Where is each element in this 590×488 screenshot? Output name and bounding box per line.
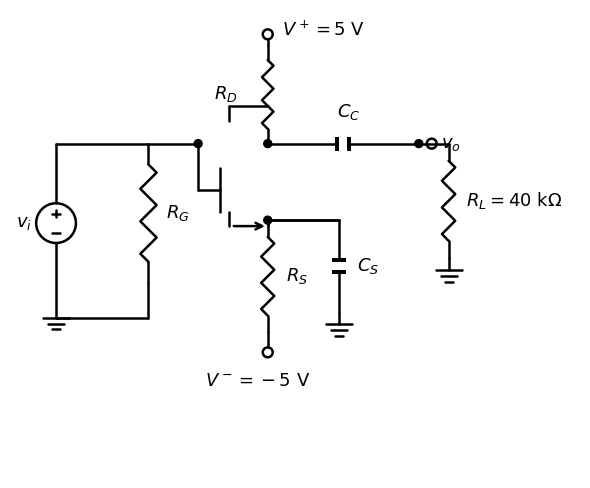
Text: $R_D$: $R_D$ [214, 84, 238, 104]
Circle shape [415, 140, 423, 147]
Circle shape [264, 140, 272, 147]
Text: $v_i$: $v_i$ [16, 214, 32, 232]
Text: $C_S$: $C_S$ [357, 256, 379, 276]
Text: $R_G$: $R_G$ [166, 203, 190, 223]
Text: $C_C$: $C_C$ [336, 102, 360, 122]
Text: $v_o$: $v_o$ [441, 135, 460, 153]
Text: $R_L = 40\ \mathrm{k\Omega}$: $R_L = 40\ \mathrm{k\Omega}$ [467, 190, 563, 211]
Circle shape [194, 140, 202, 147]
Circle shape [264, 216, 272, 224]
Text: $V^+ = 5\ \mathrm{V}$: $V^+ = 5\ \mathrm{V}$ [281, 20, 365, 40]
Text: $V^- = -5\ \mathrm{V}$: $V^- = -5\ \mathrm{V}$ [205, 372, 310, 390]
Text: $R_S$: $R_S$ [286, 266, 308, 286]
